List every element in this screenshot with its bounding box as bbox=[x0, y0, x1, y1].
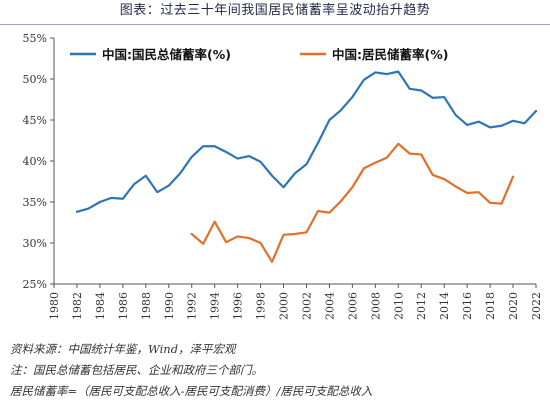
x-tick-label: 2020 bbox=[507, 292, 520, 320]
x-tick-label: 2022 bbox=[530, 292, 543, 320]
x-tick-label: 1996 bbox=[232, 292, 245, 320]
x-tick-label: 2000 bbox=[278, 292, 291, 320]
x-tick-label: 2014 bbox=[438, 292, 451, 320]
y-tick-label: 35% bbox=[23, 196, 47, 209]
x-tick-label: 1988 bbox=[140, 292, 153, 320]
series-line-1 bbox=[190, 142, 515, 263]
scope-note: 注：国民总储蓄包括居民、企业和政府三个部门。 bbox=[10, 363, 263, 377]
x-tick-label: 2006 bbox=[346, 292, 359, 320]
x-tick-label: 1998 bbox=[255, 292, 268, 320]
line-chart: 25% 30% 35% 40% 45% 50% 55% 1980 1982 1984 1986 198… bbox=[23, 32, 543, 320]
x-tick-label: 1980 bbox=[48, 292, 61, 320]
series-layer bbox=[75, 70, 538, 263]
source-note: 资料来源：中国统计年鉴，Wind，泽平宏观 bbox=[10, 342, 236, 356]
legend-label-0: 中国:国民总储蓄率(%) bbox=[102, 47, 231, 62]
y-tick-label: 50% bbox=[23, 73, 47, 86]
x-tick-label: 2004 bbox=[323, 292, 336, 320]
x-tick-label: 2018 bbox=[484, 292, 497, 320]
y-tick-label: 45% bbox=[23, 114, 47, 127]
x-tick-label: 1990 bbox=[163, 292, 176, 320]
x-tick-label: 2002 bbox=[300, 292, 313, 320]
series-line-0 bbox=[75, 70, 538, 213]
y-tick-label: 55% bbox=[23, 32, 47, 45]
y-tick-label: 25% bbox=[23, 278, 47, 291]
x-tick-label: 2016 bbox=[461, 292, 474, 320]
x-tick-label: 2012 bbox=[415, 292, 428, 320]
legend: 中国:国民总储蓄率(%) 中国:居民储蓄率(%) bbox=[70, 47, 448, 62]
x-tick-label: 1984 bbox=[94, 292, 107, 320]
x-tick-label: 2010 bbox=[392, 292, 405, 320]
x-tick-label: 2008 bbox=[369, 292, 382, 320]
formula-note: 居民储蓄率=（居民可支配总收入-居民可支配消费）/居民可支配总收入 bbox=[10, 384, 373, 398]
x-tick-label: 1982 bbox=[71, 292, 84, 320]
axes: 25% 30% 35% 40% 45% 50% 55% 1980 1982 1984 1986 198… bbox=[23, 32, 543, 320]
y-tick-label: 40% bbox=[23, 155, 47, 168]
x-tick-label: 1992 bbox=[186, 292, 199, 320]
x-tick-label: 1986 bbox=[117, 292, 130, 320]
figure-title: 图表：过去三十年间我国居民储蓄率呈波动抬升趋势 bbox=[119, 3, 431, 18]
title-divider bbox=[0, 24, 550, 25]
legend-label-1: 中国:居民储蓄率(%) bbox=[332, 47, 448, 62]
figure-notes: 资料来源：中国统计年鉴，Wind，泽平宏观 注：国民总储蓄包括居民、企业和政府三… bbox=[10, 339, 546, 402]
y-tick-label: 30% bbox=[23, 237, 47, 250]
x-tick-label: 1994 bbox=[209, 292, 222, 320]
